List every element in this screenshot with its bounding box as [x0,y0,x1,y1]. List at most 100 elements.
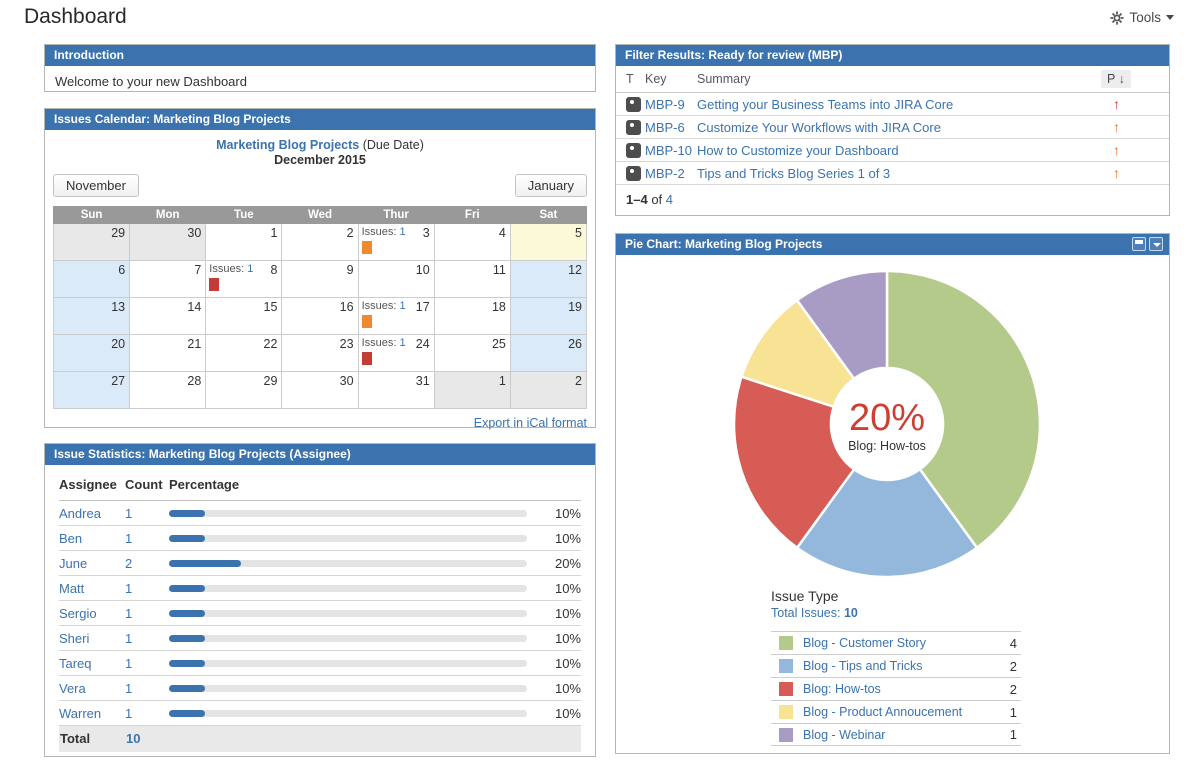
percentage-value: 10% [541,675,581,701]
day-number: 2 [346,226,354,240]
gadget-title: Filter Results: Ready for review (MBP) [625,48,843,62]
export-ical-link[interactable]: Export in iCal format [473,416,587,430]
issue-marker-red[interactable] [209,278,220,291]
issue-marker-orange[interactable] [361,315,372,328]
column-header-summary[interactable]: Summary [695,66,1099,93]
column-header-key[interactable]: Key [643,66,695,93]
calendar-day-cell: 3 Issues: 1 [357,223,435,261]
issue-summary-link[interactable]: How to Customize your Dashboard [697,142,899,158]
count-link[interactable]: 1 [125,630,133,646]
assignee-link[interactable]: Ben [59,530,83,546]
calendar-day-cell: 11 [433,260,511,298]
assignee-link[interactable]: Tareq [59,655,92,671]
day-number: 22 [263,337,278,351]
assignee-link[interactable]: Sheri [59,630,90,646]
page-title: Dashboard [24,5,127,28]
percentage-bar-fill [169,534,205,542]
chevron-down-icon [1166,15,1174,20]
issue-key-link[interactable]: MBP-2 [645,165,685,181]
stats-gadget-header[interactable]: Issue Statistics: Marketing Blog Project… [45,444,595,465]
calendar-week-row: 29 30 1 2 3 Issues: 1 4 5 [52,223,588,261]
pie-slice[interactable] [885,269,1042,550]
filter-result-row: MBP-10 How to Customize your Dashboard ↑ [616,138,1169,162]
issue-priority-cell: ↑ [1099,115,1169,139]
introduction-gadget-header[interactable]: Introduction [45,45,595,66]
assignee-cell: Sheri [59,625,125,651]
pie-slice[interactable] [795,269,889,381]
total-count-link[interactable]: 10 [126,731,141,747]
calendar-gadget-header[interactable]: Issues Calendar: Marketing Blog Projects [45,109,595,130]
calendar-month-label: December 2015 [274,153,366,167]
calendar-day-cell: 4 [433,223,511,261]
stats-row: Sheri 1 10% [59,625,581,651]
pie-gadget-header[interactable]: Pie Chart: Marketing Blog Projects [616,234,1169,255]
column-header-count: Count [125,469,169,501]
pagination-total-link[interactable]: 4 [665,192,674,207]
issue-summary-link[interactable]: Tips and Tricks Blog Series 1 of 3 [697,165,891,181]
calendar-day-cell: 2 [509,371,588,409]
assignee-link[interactable]: Andrea [59,505,101,521]
legend-type-link[interactable]: Blog: How-tos [803,682,881,696]
issues-count-link[interactable]: 1 [399,300,406,312]
gadget-title: Issues Calendar: Marketing Blog Projects [54,112,291,126]
count-link[interactable]: 1 [125,580,133,596]
issues-count: Issues: 1 [361,226,406,238]
filter-gadget-header[interactable]: Filter Results: Ready for review (MBP) [616,45,1169,66]
total-issues-link[interactable]: Total Issues: 10 [771,606,858,620]
count-link[interactable]: 1 [125,680,133,696]
issue-summary-link[interactable]: Customize Your Workflows with JIRA Core [697,119,941,135]
legend-type-link[interactable]: Blog - Customer Story [803,636,926,650]
day-number: 7 [194,263,202,277]
tools-menu-button[interactable]: Tools [1110,10,1174,25]
issue-marker-orange[interactable] [361,241,372,254]
gadget-menu-icon[interactable] [1149,237,1163,251]
minimize-gadget-icon[interactable] [1132,237,1146,251]
count-link[interactable]: 2 [125,555,133,571]
calendar-project-link[interactable]: Marketing Blog Projects [216,138,360,152]
task-type-icon [626,142,641,158]
calendar-day-cell: 10 [357,260,435,298]
day-number: 19 [568,300,582,314]
pie-slice[interactable] [795,467,979,579]
calendar-day-cell: 25 [433,334,511,372]
legend-color-swatch [779,659,793,673]
count-link[interactable]: 1 [125,655,133,671]
calendar-day-cell: 30 [281,371,359,409]
pie-slice[interactable] [732,375,856,550]
day-number: 5 [575,226,582,240]
assignee-link[interactable]: Vera [59,680,86,696]
legend-color-swatch [779,727,793,742]
count-link[interactable]: 1 [125,530,133,546]
day-number: 24 [415,337,430,351]
legend-type-link[interactable]: Blog - Webinar [803,727,886,742]
percentage-bar-track [169,659,527,667]
assignee-link[interactable]: Warren [59,705,102,721]
legend-type-link[interactable]: Blog - Product Annoucement [803,705,963,719]
issues-count-link[interactable]: 1 [247,263,254,275]
issue-key-link[interactable]: MBP-6 [645,119,685,135]
count-link[interactable]: 1 [125,705,133,721]
issue-key-link[interactable]: MBP-9 [645,96,685,112]
assignee-link[interactable]: Sergio [59,605,97,621]
issues-count-link[interactable]: 1 [399,226,406,238]
issue-key-link[interactable]: MBP-10 [645,142,692,158]
task-type-glyph [629,123,634,127]
assignee-link[interactable]: June [59,555,88,571]
issues-count-link[interactable]: 1 [399,337,406,349]
count-link[interactable]: 1 [125,505,133,521]
count-link[interactable]: 1 [125,605,133,621]
calendar-day-cell: 14 [129,297,207,335]
column-header-priority[interactable]: P ↓ [1099,66,1169,93]
percentage-bar-track [169,509,527,517]
priority-up-arrow-icon: ↑ [1113,165,1120,181]
assignee-link[interactable]: Matt [59,580,85,596]
day-number: 12 [568,263,582,277]
issue-marker-red[interactable] [361,352,372,365]
legend-type-link[interactable]: Blog - Tips and Tricks [803,659,923,673]
next-month-button[interactable]: January [514,174,587,197]
total-label: Total [59,725,125,752]
assignee-cell: Andrea [59,500,125,526]
issue-summary-link[interactable]: Getting your Business Teams into JIRA Co… [697,96,954,112]
prev-month-button[interactable]: November [53,174,139,197]
